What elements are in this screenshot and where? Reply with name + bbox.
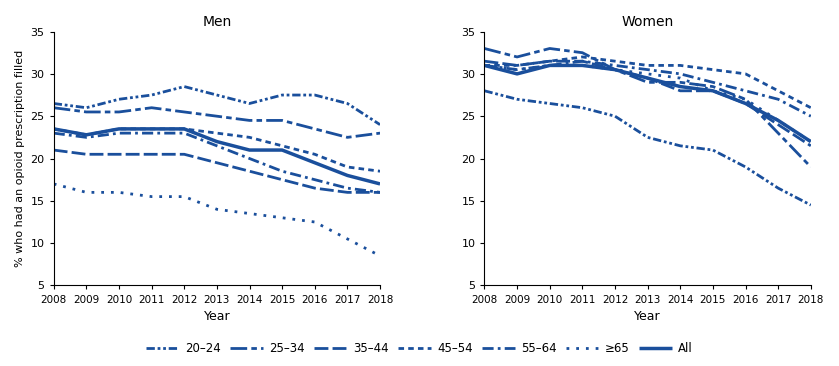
Legend: 20–24, 25–34, 35–44, 45–54, 55–64, ≥65, All: 20–24, 25–34, 35–44, 45–54, 55–64, ≥65, … xyxy=(141,338,698,360)
X-axis label: Year: Year xyxy=(204,310,230,323)
Title: Women: Women xyxy=(622,15,674,29)
Title: Men: Men xyxy=(202,15,232,29)
X-axis label: Year: Year xyxy=(634,310,661,323)
Y-axis label: % who had an opioid prescription filled: % who had an opioid prescription filled xyxy=(15,50,25,267)
